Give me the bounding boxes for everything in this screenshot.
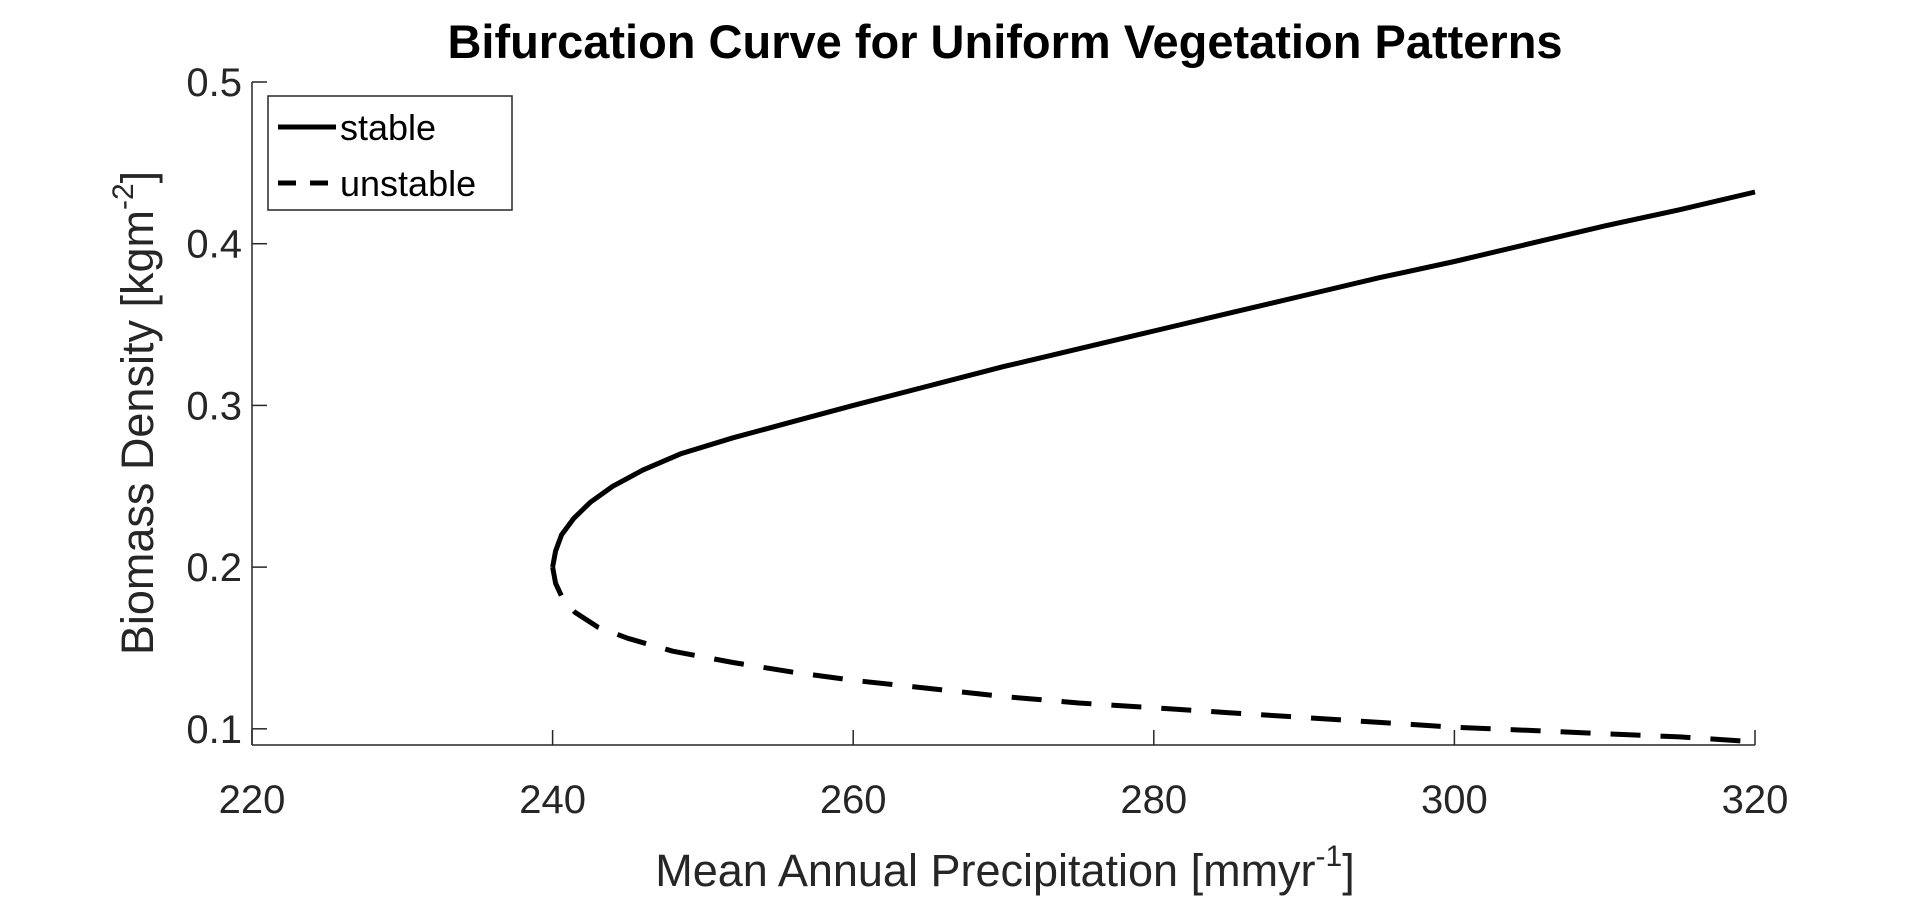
- x-axis-label-text: Mean Annual Precipitation [mmyr: [655, 845, 1315, 896]
- y-axis-label-text: Biomass Density [kgm: [112, 210, 163, 655]
- x-tick-label: 240: [519, 778, 586, 822]
- y-tick-label: 0.3: [186, 384, 242, 428]
- y-tick-label: 0.5: [186, 61, 242, 105]
- x-axis-label-suffix: ]: [1342, 845, 1355, 896]
- legend: stable unstable: [267, 95, 513, 211]
- y-axis-label-suffix: ]: [112, 171, 163, 184]
- series-line-unstable: [550, 566, 1756, 745]
- x-ticks: 220 240 260 280 300 320: [219, 730, 1789, 822]
- x-axis-label-superscript: -1: [1316, 840, 1343, 873]
- x-tick-label: 320: [1722, 778, 1789, 822]
- y-axis-label: Biomass Density [kgm-2]: [107, 171, 163, 655]
- y-tick-label: 0.4: [186, 223, 242, 267]
- x-tick-label: 220: [219, 778, 286, 822]
- series-line-stable: [550, 189, 1756, 568]
- y-axis-label-superscript: -2: [107, 183, 140, 210]
- legend-label-stable: stable: [340, 107, 436, 148]
- series-layer: [550, 189, 1756, 745]
- y-tick-label: 0.2: [186, 546, 242, 590]
- y-tick-label: 0.1: [186, 708, 242, 752]
- plot-area: 220 240 260 280 300 320 0.1 0.2 0.3 0.4 0.5: [186, 61, 1788, 822]
- x-axis-label: Mean Annual Precipitation [mmyr-1]: [655, 840, 1355, 896]
- y-ticks: 0.1 0.2 0.3 0.4 0.5: [186, 61, 267, 752]
- x-tick-label: 300: [1421, 778, 1488, 822]
- legend-label-unstable: unstable: [340, 163, 476, 204]
- chart-title: Bifurcation Curve for Uniform Vegetation…: [447, 15, 1562, 68]
- x-tick-label: 260: [820, 778, 887, 822]
- legend-box: [267, 95, 513, 211]
- x-tick-label: 280: [1120, 778, 1187, 822]
